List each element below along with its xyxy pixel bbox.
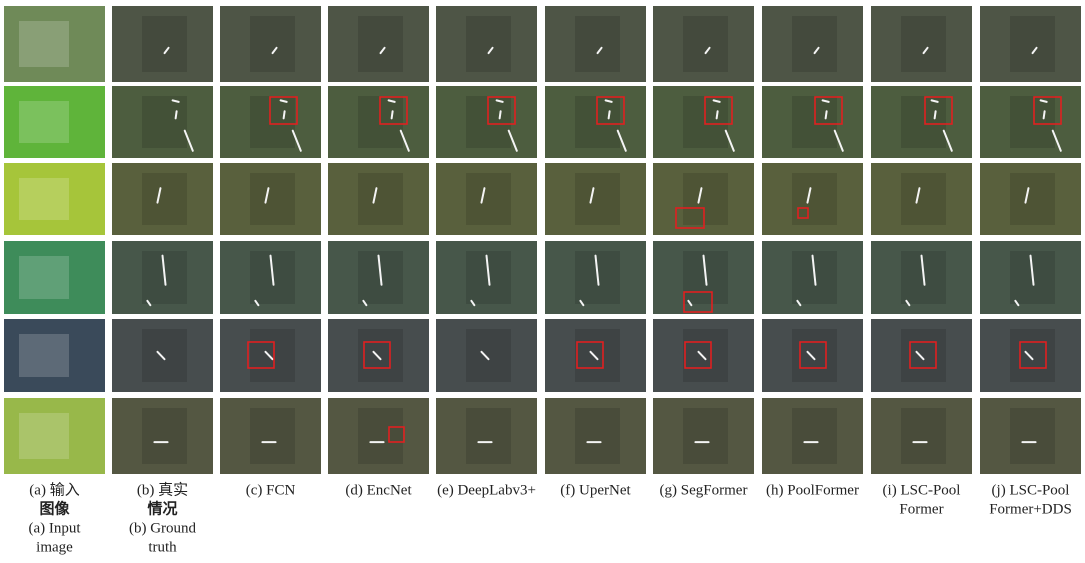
crack [717, 111, 718, 118]
crack [173, 100, 179, 101]
crack [606, 100, 612, 101]
image-detail [19, 413, 69, 459]
caption: (b) 真实 [137, 480, 188, 498]
image-shade [901, 96, 946, 148]
image-shade [1010, 96, 1055, 148]
caption: (f) UperNet [560, 482, 631, 498]
caption: Former+DDS [989, 501, 1072, 517]
caption: Former [899, 501, 943, 517]
caption: (j) LSC-Pool [992, 482, 1070, 498]
crack [497, 100, 503, 101]
image-shade [1010, 16, 1055, 72]
image-shade [142, 16, 187, 72]
image-shade [683, 408, 728, 464]
image-shade [466, 408, 511, 464]
caption: (a) Input [28, 520, 81, 536]
image-shade [466, 173, 511, 225]
image-detail [19, 256, 69, 299]
image-shade [358, 16, 403, 72]
caption: (h) PoolFormer [766, 482, 859, 498]
image-shade [792, 16, 837, 72]
image-shade [358, 173, 403, 225]
image-shade [901, 16, 946, 72]
image-shade [1010, 408, 1055, 464]
crack [500, 111, 501, 118]
image-shade [1010, 329, 1055, 382]
image-shade [250, 96, 295, 148]
image-shade [1010, 173, 1055, 225]
crack [392, 111, 393, 118]
image-shade [250, 16, 295, 72]
caption: (b) Ground [129, 520, 197, 536]
crack [932, 100, 938, 101]
crack [281, 100, 287, 101]
image-shade [250, 173, 295, 225]
caption: image [36, 539, 73, 555]
caption: (i) LSC-Pool [883, 482, 961, 498]
image-shade [901, 329, 946, 382]
crack [176, 111, 177, 118]
crack [935, 111, 936, 118]
caption: 情况 [147, 499, 177, 517]
image-shade [901, 408, 946, 464]
caption: truth [148, 539, 177, 555]
image-detail [19, 101, 69, 143]
image-shade [683, 173, 728, 225]
figure: (a) 输入图像 (a) Input image (b) 真实情况 (b) Ground… [0, 0, 1085, 563]
caption: (g) SegFormer [660, 482, 748, 498]
crack [823, 100, 829, 101]
image-shade [142, 173, 187, 225]
image-shade [142, 408, 187, 464]
caption: (e) DeepLabv3+ [437, 482, 536, 498]
image-shade [901, 173, 946, 225]
caption: (a) 输入 [29, 481, 79, 498]
caption: (c) FCN [246, 482, 296, 498]
image-shade [250, 329, 295, 382]
caption: (d) EncNet [345, 482, 412, 498]
crack [1044, 111, 1045, 118]
image-shade [250, 408, 295, 464]
image-detail [19, 21, 69, 67]
image-shade [792, 329, 837, 382]
image-shade [575, 408, 620, 464]
image-shade [683, 329, 728, 382]
image-shade [575, 173, 620, 225]
crack [284, 111, 285, 118]
image-shade [142, 96, 187, 148]
caption: 图像 [39, 499, 70, 517]
image-shade [466, 329, 511, 382]
crack [389, 100, 395, 101]
crack [609, 111, 610, 118]
crack [826, 111, 827, 118]
image-shade [575, 329, 620, 382]
image-shade [792, 408, 837, 464]
crack [714, 100, 720, 101]
image-detail [19, 178, 69, 220]
image-shade [142, 329, 187, 382]
image-detail [19, 334, 69, 377]
image-shade [358, 408, 403, 464]
crack [1041, 100, 1047, 101]
image-shade [683, 16, 728, 72]
image-shade [575, 16, 620, 72]
image-shade [466, 16, 511, 72]
